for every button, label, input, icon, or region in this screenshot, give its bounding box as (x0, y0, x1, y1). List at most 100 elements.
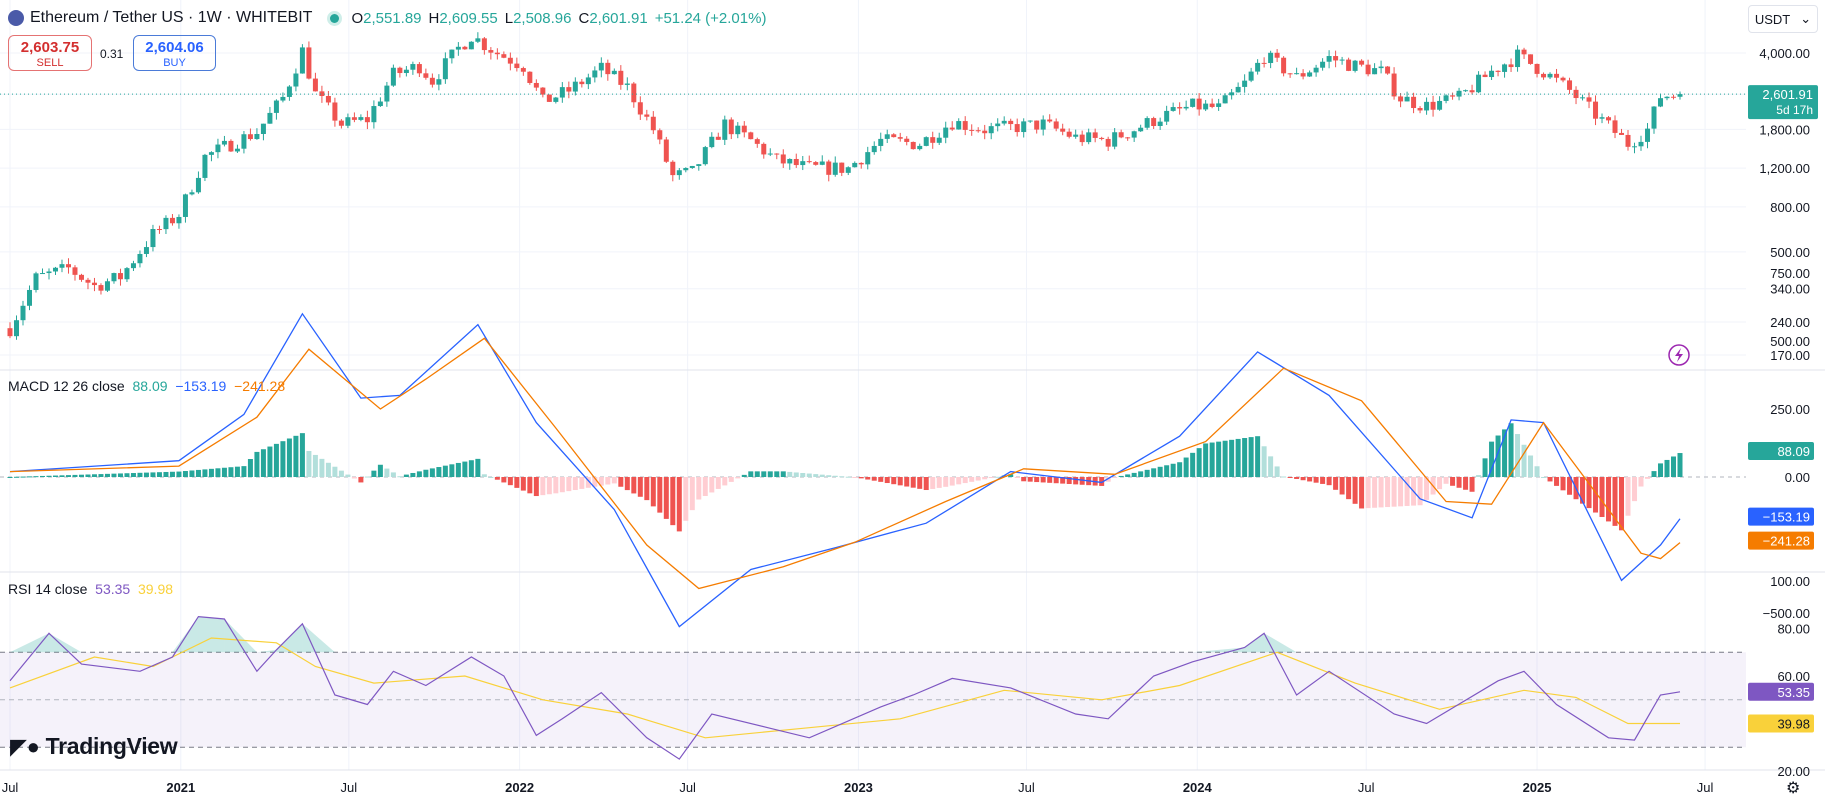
macd-hist-bar-229 (1495, 435, 1501, 477)
candle-92 (605, 59, 611, 81)
candle-body-69 (455, 46, 461, 50)
candle-121 (793, 153, 799, 168)
candle-body-196 (1281, 57, 1287, 74)
rsi-ma-badge (1748, 714, 1814, 733)
candle-35 (234, 144, 240, 154)
candle-243 (1586, 92, 1592, 109)
rsi-legend[interactable]: RSI 14 close 53.35 39.98 (8, 581, 173, 597)
macd-hist-bar-185 (1209, 442, 1215, 477)
candle-body-224 (1463, 90, 1469, 92)
symbol-header[interactable]: Ethereum / Tether US · 1W · WHITEBIT O2,… (8, 7, 766, 29)
candle-104 (683, 167, 689, 173)
macd-hist-bar-186 (1216, 441, 1222, 477)
candle-84 (553, 96, 559, 104)
candle-114 (748, 131, 754, 140)
macd-hist-bar-211 (1378, 477, 1384, 508)
macd-hist-bar-157 (1027, 477, 1033, 482)
sell-button[interactable]: 2,603.75 SELL (8, 35, 92, 71)
candle-0 (7, 322, 13, 339)
candle-197 (1287, 73, 1293, 78)
candle-56 (371, 100, 377, 129)
candle-88 (579, 78, 585, 88)
candle-body-41 (273, 100, 279, 113)
candle-body-6 (46, 271, 52, 274)
candle-170 (1112, 128, 1118, 150)
candle-body-53 (351, 117, 357, 120)
candle-body-149 (975, 130, 981, 132)
macd-hist-bar-116 (761, 471, 767, 477)
candle-body-204 (1333, 56, 1339, 61)
candle-5 (39, 268, 45, 275)
candle-body-203 (1326, 56, 1332, 62)
macd-hist-bar-210 (1372, 477, 1378, 508)
candle-body-176 (1151, 118, 1157, 127)
candle-body-230 (1502, 64, 1508, 72)
candle-body-120 (787, 158, 793, 164)
candle-19 (130, 260, 136, 272)
candle-body-108 (709, 136, 715, 148)
macd-hist-bar-86 (566, 477, 572, 492)
candle-body-26 (176, 216, 182, 224)
macd-hist-bar-52 (345, 474, 351, 477)
macd-hist-bar-60 (397, 476, 403, 478)
candle-224 (1463, 89, 1469, 92)
candle-body-217 (1417, 108, 1423, 111)
tradingview-logo[interactable]: ◤● TradingView (10, 733, 178, 760)
candle-body-48 (319, 91, 325, 97)
macd-hist-bar-21 (143, 472, 149, 477)
candle-3 (26, 285, 32, 311)
macd-hist-bar-11 (78, 474, 84, 477)
macd-legend[interactable]: MACD 12 26 close 88.09 −153.19 −241.28 (8, 378, 285, 394)
macd-hist-bar-23 (156, 472, 162, 477)
gear-icon[interactable]: ⚙ (1786, 780, 1801, 797)
candle-body-222 (1450, 95, 1456, 97)
time-tick-10: Jul (1697, 780, 1714, 795)
candle-98 (644, 109, 650, 121)
candle-body-240 (1567, 80, 1573, 90)
candle-body-181 (1183, 106, 1189, 109)
macd-hist-bar-223 (1456, 477, 1462, 488)
macd-hist-bar-30 (202, 469, 208, 477)
candle-body-238 (1554, 73, 1560, 78)
candle-58 (384, 81, 390, 107)
macd-hist-bar-84 (553, 477, 559, 494)
lightning-icon-bolt (1675, 348, 1683, 362)
candle-65 (429, 73, 435, 88)
macd-hist-bar-147 (962, 477, 968, 484)
time-tick-1: 2021 (166, 780, 195, 795)
macd-hist-bar-64 (423, 469, 429, 477)
candle-body-14 (98, 285, 104, 291)
candle-body-232 (1515, 49, 1521, 68)
macd-hist-bar-24 (163, 471, 169, 477)
candle-108 (709, 132, 715, 149)
candle-239 (1560, 76, 1566, 83)
candle-body-221 (1443, 95, 1449, 101)
candle-148 (969, 124, 975, 136)
buy-button[interactable]: 2,604.06 BUY (133, 35, 216, 71)
candle-body-169 (1105, 138, 1111, 147)
candle-body-161 (1053, 121, 1059, 129)
candle-body-216 (1411, 96, 1417, 109)
macd-hist-bar-160 (1047, 477, 1053, 483)
macd-hist-bar-6 (46, 475, 52, 477)
macd-hist-bar-257 (1677, 453, 1683, 477)
candle-30 (202, 153, 208, 182)
candle-149 (975, 127, 981, 133)
candle-157 (1027, 120, 1033, 123)
candle-87 (572, 77, 578, 96)
macd-value-badge (1748, 507, 1814, 526)
candle-body-123 (806, 161, 812, 163)
macd-hist-bar-133 (871, 477, 877, 481)
currency-select[interactable]: USDT ⌄ (1748, 5, 1818, 33)
macd-hist-bar-47 (312, 454, 318, 477)
macd-hist-bar-141 (923, 477, 929, 491)
macd-hist-bar-231 (1508, 423, 1514, 477)
candle-body-34 (228, 140, 234, 152)
macd-hist-bar-179 (1170, 463, 1176, 477)
macd-hist-bar-158 (1034, 477, 1040, 483)
macd-hist-bar-68 (449, 464, 455, 477)
candle-body-151 (988, 126, 994, 134)
candle-207 (1352, 59, 1358, 73)
candle-63 (416, 62, 422, 78)
